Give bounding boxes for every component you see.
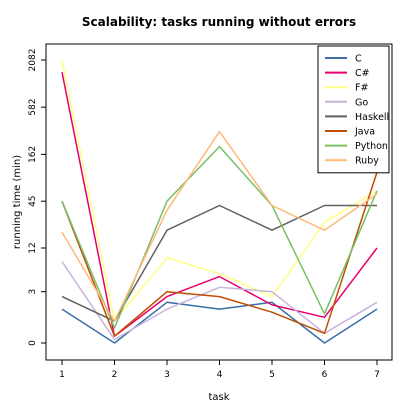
legend-label: Haskell (355, 112, 389, 123)
y-tick-label: 12 (28, 242, 38, 253)
y-tick-label: 162 (28, 146, 38, 163)
x-tick-label: 7 (374, 370, 380, 380)
y-axis-ticks: 0 3 12 45 162 582 2082 (28, 49, 46, 346)
series-line-c (61, 301, 378, 344)
legend-label: C (355, 54, 362, 65)
series-line-ruby (61, 130, 378, 322)
legend-label: C# (355, 68, 370, 79)
x-tick-label: 2 (112, 370, 118, 380)
series-line-python (61, 145, 378, 329)
legend-label: F# (355, 83, 368, 94)
series-line-haskell (61, 204, 377, 322)
series-lines (61, 59, 378, 344)
x-axis-label: task (208, 392, 229, 403)
x-axis-ticks: 1 2 3 4 5 6 7 (59, 360, 380, 380)
y-tick-label: 582 (28, 99, 38, 116)
legend-label: Ruby (355, 156, 379, 167)
y-tick-label: 0 (28, 340, 38, 346)
y-axis-label: running time (min) (12, 155, 23, 249)
x-tick-label: 4 (217, 370, 223, 380)
x-tick-label: 5 (269, 370, 275, 380)
y-tick-label: 45 (28, 195, 38, 206)
chart-title: Scalability: tasks running without error… (82, 15, 356, 29)
y-tick-label: 3 (28, 289, 38, 295)
legend-label: Java (354, 127, 375, 138)
legend-label: Python (355, 141, 388, 152)
legend: C C# F# Go Haskell Java Python Ruby (317, 45, 390, 174)
x-tick-label: 1 (59, 370, 65, 380)
legend-box (317, 45, 390, 174)
y-tick-label: 2082 (28, 49, 38, 72)
x-tick-label: 6 (322, 370, 328, 380)
series-line-java (61, 171, 378, 337)
legend-label: Go (355, 97, 368, 108)
x-tick-label: 3 (164, 370, 170, 380)
